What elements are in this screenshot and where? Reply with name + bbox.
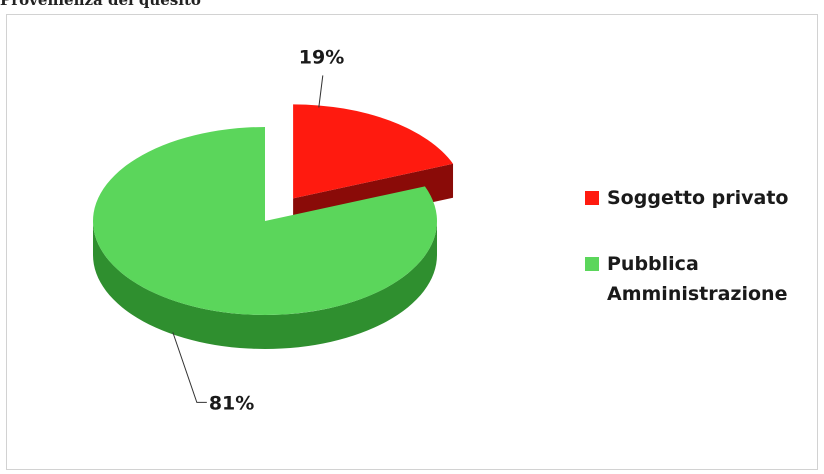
legend-swatch-pubblica-amministrazione xyxy=(585,257,599,271)
leader-line-soggetto-privato xyxy=(318,75,324,108)
data-label-pubblica-amministrazione: 81% xyxy=(209,392,254,414)
page-title: Provenienza del quesito xyxy=(0,0,201,9)
data-labels: 19% 81% xyxy=(209,46,344,414)
slice-soggetto-privato xyxy=(293,104,454,199)
legend-swatch-soggetto-privato xyxy=(585,191,599,205)
legend-item-soggetto-privato: Soggetto privato xyxy=(585,183,824,213)
leader-lines xyxy=(172,75,324,403)
legend-label-pubblica-amministrazione: Pubblica Amministrazione xyxy=(607,253,788,305)
slice-tops xyxy=(93,104,454,315)
legend-item-pubblica-amministrazione: Pubblica Amministrazione xyxy=(585,249,824,309)
legend-label-soggetto-privato: Soggetto privato xyxy=(607,187,789,209)
chart-frame: 19% 81% Soggetto privato Pubblica Amminis… xyxy=(6,14,818,470)
leader-line-pubblica-amministrazione xyxy=(172,332,207,403)
data-label-soggetto-privato: 19% xyxy=(299,46,344,68)
slice-side-pubblica-amministrazione xyxy=(93,221,437,349)
pie-chart: 19% 81% xyxy=(93,46,454,414)
legend: Soggetto privato Pubblica Amministrazion… xyxy=(585,183,824,345)
slice-pubblica-amministrazione xyxy=(93,127,438,315)
